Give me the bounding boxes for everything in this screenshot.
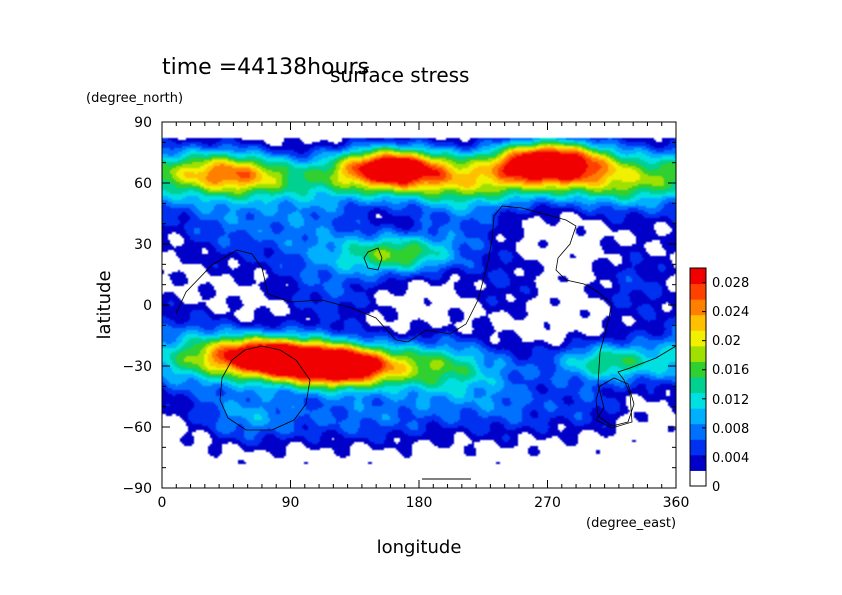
colorbar-band [690,470,706,487]
y-axis-label: latitude [94,270,115,339]
y-tick-label-m90: −90 [122,481,152,497]
colorbar-band [690,392,706,409]
y-tick-label-0: 0 [143,298,152,314]
y-tick-label-m30: −30 [122,359,152,375]
colorbar-bands [690,268,706,487]
colorbar-band [690,361,706,378]
time-label: time =44138hours [162,55,369,80]
continent-outline-island [363,247,383,271]
y-tick-label-30: 30 [134,237,152,253]
plot-area [161,121,677,489]
colorbar-label-0.016: 0.016 [712,363,749,378]
colorbar [689,267,707,487]
x-tick-label-270: 270 [534,495,561,511]
heatmap-image [162,122,676,488]
colorbar-label-0.008: 0.008 [712,422,749,437]
heatmap-field [162,122,676,488]
colorbar-label-0.024: 0.024 [712,305,749,320]
axis-ticks [161,121,677,489]
continent-outline-africa [175,205,676,429]
colorbar-band [690,283,706,300]
colorbar-band [690,454,706,471]
colorbar-label-0.004: 0.004 [712,451,749,466]
colorbar-label-0.02: 0.02 [712,334,741,349]
colorbar-frame [689,267,707,487]
continent-outline-south-america [219,345,311,431]
colorbar-band [690,268,706,285]
y-tick-label-m60: −60 [122,420,152,436]
colorbar-band [690,423,706,440]
continent-outline-south-sea [595,377,635,427]
y-unit-label: (degree_north) [86,91,183,106]
chart-title: surface stress [330,63,469,87]
x-tick-label-0: 0 [158,495,167,511]
x-tick-label-90: 90 [282,495,300,511]
colorbar-band [690,314,706,331]
colorbar-ticks [702,282,706,487]
y-tick-label-90: 90 [134,115,152,131]
x-tick-label-180: 180 [406,495,433,511]
colorbar-label-0.012: 0.012 [712,393,749,408]
colorbar-band [690,439,706,456]
colorbar-band [690,345,706,362]
x-unit-label: (degree_east) [586,516,676,531]
colorbar-band [690,299,706,316]
x-axis-label: longitude [377,537,462,558]
colorbar-label-0.028: 0.028 [712,276,749,291]
x-tick-label-360: 360 [663,495,690,511]
y-tick-label-60: 60 [134,176,152,192]
colorbar-band [690,377,706,394]
colorbar-label-0: 0 [712,480,720,495]
colorbar-band [690,408,706,425]
colorbar-band [690,330,706,347]
